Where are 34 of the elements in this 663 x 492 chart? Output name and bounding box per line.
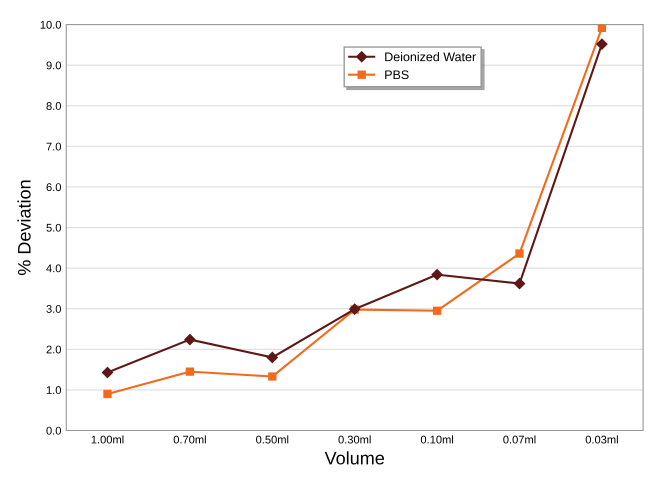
point (598, 24, 606, 32)
y-axis-title: % Deviation (17, 180, 31, 276)
x-tick-label: 0.10ml (420, 435, 454, 444)
y-tick-label: 3.0 (46, 304, 62, 313)
point (102, 366, 114, 378)
point (514, 278, 526, 290)
x-tick-label: 0.50ml (256, 435, 288, 444)
point (596, 38, 608, 50)
legend-label: Deionized Water (385, 52, 476, 62)
y-tick-label: 9.0 (46, 61, 62, 70)
point (184, 334, 196, 346)
y-tick-label: 5.0 (46, 224, 62, 232)
x-tick-label: 0.70ml (174, 435, 206, 444)
y-tick-label: 7.0 (46, 142, 62, 151)
y-tick-label: 6.0 (46, 183, 62, 192)
y-tick-label: 8.0 (46, 102, 62, 110)
y-tick-label: 1.0 (46, 386, 62, 394)
x-axis-title: Volume (324, 451, 384, 465)
point (515, 249, 524, 258)
point (268, 372, 276, 381)
point (103, 390, 112, 398)
y-tick-label: 4.0 (46, 264, 62, 272)
point (186, 367, 194, 376)
y-tick-label: 0.0 (46, 426, 62, 435)
x-tick-label: 0.03ml (586, 435, 618, 444)
point (266, 352, 278, 364)
x-tick-label: 0.07ml (503, 435, 536, 444)
y-tick-label: 2.0 (46, 346, 62, 354)
point (432, 269, 443, 280)
y-tick-label: 10.0 (40, 20, 62, 29)
x-tick-label: 1.00ml (92, 435, 124, 444)
point (432, 306, 442, 315)
x-tick-label: 0.30ml (338, 435, 371, 444)
legend-label: PBS (385, 70, 409, 80)
